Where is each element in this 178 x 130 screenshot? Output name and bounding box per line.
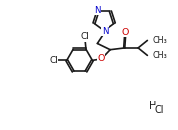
Text: N: N	[102, 27, 108, 35]
Text: N: N	[94, 6, 101, 15]
Text: Cl: Cl	[81, 32, 90, 41]
Text: Cl: Cl	[49, 56, 58, 65]
Text: H: H	[148, 101, 156, 111]
Text: Cl: Cl	[154, 105, 164, 115]
Text: O: O	[98, 54, 105, 63]
Text: CH₃: CH₃	[153, 51, 167, 60]
Text: O: O	[122, 28, 129, 37]
Text: CH₃: CH₃	[153, 36, 167, 45]
